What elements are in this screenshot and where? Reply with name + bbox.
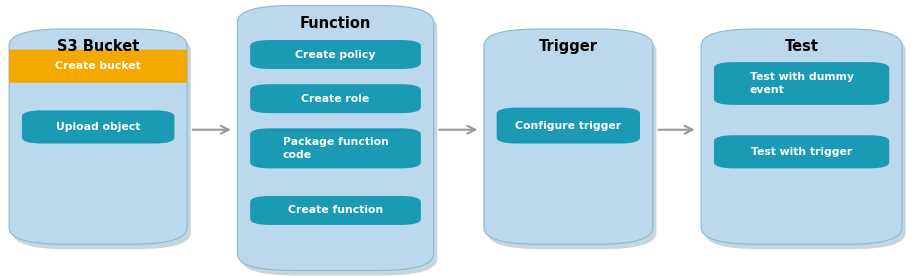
Text: Create function: Create function (288, 205, 383, 216)
FancyBboxPatch shape (497, 108, 640, 144)
FancyBboxPatch shape (705, 34, 906, 249)
FancyBboxPatch shape (701, 29, 902, 244)
FancyBboxPatch shape (237, 6, 434, 270)
FancyBboxPatch shape (484, 29, 653, 244)
FancyBboxPatch shape (9, 50, 187, 83)
Text: Create bucket: Create bucket (56, 61, 141, 71)
FancyBboxPatch shape (241, 10, 437, 275)
Text: Package function
code: Package function code (283, 137, 388, 160)
FancyBboxPatch shape (22, 110, 174, 144)
FancyBboxPatch shape (714, 62, 889, 105)
FancyBboxPatch shape (488, 34, 656, 249)
FancyBboxPatch shape (250, 84, 421, 113)
Text: Test with trigger: Test with trigger (751, 147, 852, 157)
Text: Upload object: Upload object (56, 122, 141, 132)
FancyBboxPatch shape (714, 135, 889, 168)
Text: S3 Bucket: S3 Bucket (57, 39, 140, 54)
Text: Create policy: Create policy (295, 49, 376, 60)
Text: Function: Function (299, 16, 372, 31)
Text: Trigger: Trigger (539, 39, 598, 54)
FancyBboxPatch shape (250, 196, 421, 225)
FancyBboxPatch shape (9, 29, 187, 244)
FancyBboxPatch shape (250, 128, 421, 168)
FancyBboxPatch shape (13, 34, 191, 249)
Text: Test with dummy
event: Test with dummy event (750, 72, 854, 95)
FancyBboxPatch shape (250, 40, 421, 69)
Text: Test: Test (784, 39, 819, 54)
Text: Create role: Create role (301, 94, 370, 104)
Text: Configure trigger: Configure trigger (515, 121, 622, 131)
